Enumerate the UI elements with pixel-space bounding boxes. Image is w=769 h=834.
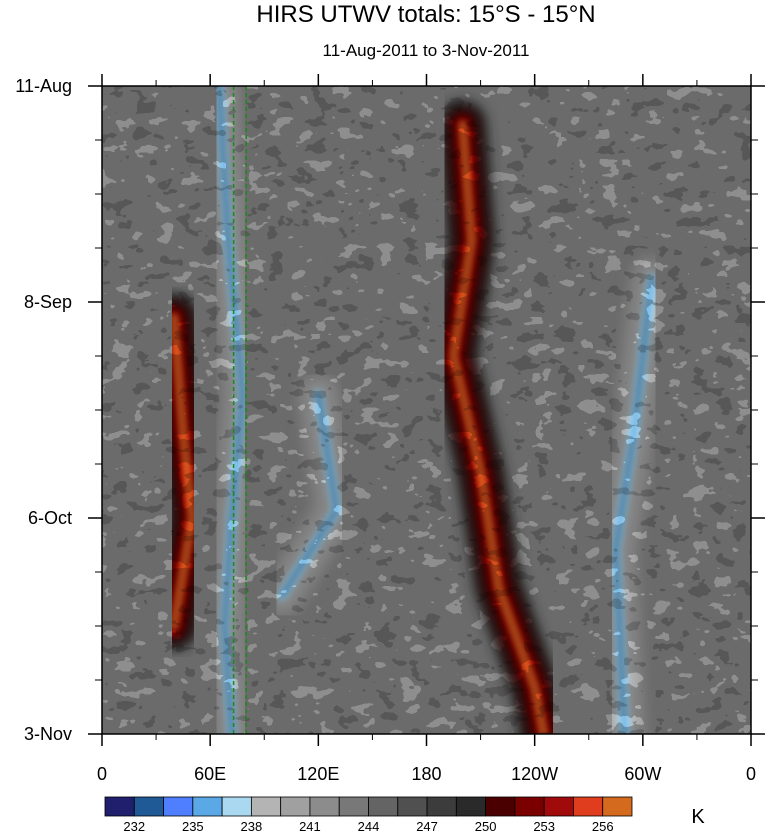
colorbar-label-6: 250: [475, 819, 497, 834]
chart-subtitle: 11-Aug-2011 to 3-Nov-2011: [323, 41, 530, 60]
x-tick-label-5: 60W: [624, 764, 661, 784]
y-tick-label-0: 11-Aug: [15, 76, 72, 96]
colorbar-label-1: 235: [182, 819, 204, 834]
colorbar-label-2: 238: [241, 819, 263, 834]
colorbar-swatch-15: [543, 796, 574, 817]
x-tick-label-6: 0: [746, 764, 756, 784]
x-tick-label-2: 120E: [297, 764, 339, 784]
texture-overlay: [102, 86, 751, 734]
y-tick-label-1: 8-Sep: [24, 292, 72, 312]
colorbar-swatch-4: [221, 796, 252, 817]
colorbar-swatch-1: [133, 796, 164, 817]
colorbar-swatch-14: [514, 796, 545, 817]
colorbar-swatch-5: [250, 796, 282, 817]
colorbar-swatch-9: [368, 796, 399, 817]
y-tick-label-3: 3-Nov: [24, 724, 72, 744]
colorbar-swatch-6: [280, 796, 311, 817]
colorbar-label-5: 247: [416, 819, 438, 834]
colorbar: 232 235 238 241 244 247 250 253 256: [104, 796, 633, 834]
colorbar-swatch-7: [309, 796, 340, 817]
x-tick-label-1: 60E: [194, 764, 226, 784]
plot-area: [102, 86, 751, 734]
x-tick-label-3: 180: [411, 764, 441, 784]
colorbar-swatch-2: [163, 796, 194, 817]
unit-label: K: [691, 806, 705, 828]
colorbar-label-7: 253: [533, 819, 555, 834]
colorbar-swatch-16: [573, 796, 604, 817]
colorbar-swatch-13: [485, 796, 516, 817]
colorbar-label-3: 241: [299, 819, 321, 834]
chart-title: HIRS UTWV totals: 15°S - 15°N: [256, 1, 595, 28]
reference-lines: [232, 86, 247, 734]
colorbar-label-8: 256: [592, 819, 614, 834]
x-tick-label-0: 0: [97, 764, 107, 784]
colorbar-label-4: 244: [358, 819, 380, 834]
colorbar-swatch-17: [602, 796, 633, 817]
y-tick-label-2: 6-Oct: [28, 508, 72, 528]
colorbar-swatch-3: [192, 796, 223, 817]
colorbar-swatch-11: [426, 796, 457, 817]
colorbar-swatch-10: [397, 796, 428, 817]
colorbar-swatch-8: [338, 796, 369, 817]
colorbar-swatch-0: [104, 796, 135, 817]
axes: 0 60E 120E 180 120W 60W 0 11-Aug 8-Sep 6-Oct 3-Nov: [15, 74, 765, 784]
colorbar-swatch-12: [455, 796, 487, 817]
colorbar-label-0: 232: [123, 819, 145, 834]
x-tick-label-4: 120W: [511, 764, 558, 784]
